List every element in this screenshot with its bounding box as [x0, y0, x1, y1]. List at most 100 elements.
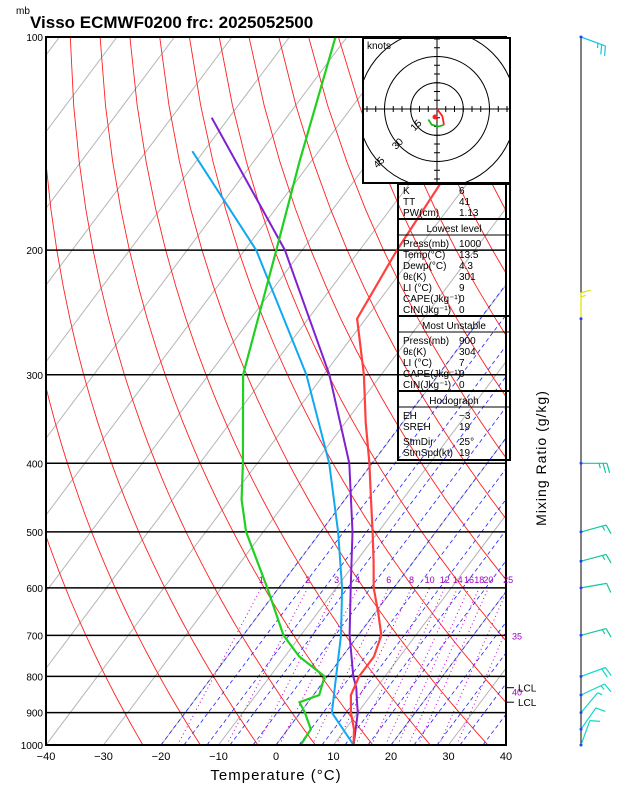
most-unstable-value: 0: [459, 380, 465, 391]
lowest-level-value: 1000: [459, 239, 482, 250]
parcel-purple-line: [210, 117, 359, 745]
most-unstable-value: 7: [459, 358, 465, 369]
wind-barb-flag: [606, 463, 611, 474]
hodograph-unit-label: knots: [367, 41, 391, 52]
wind-barb-base: [579, 711, 583, 715]
mixing-ratio-axis-label: Mixing Ratio (g/kg): [533, 390, 549, 526]
pressure-tick-label: 300: [26, 371, 43, 382]
wind-barb-flag: [601, 668, 608, 678]
lowest-level-value: 4.3: [459, 261, 473, 272]
dry-adiabat-line: [577, 37, 618, 745]
hodograph-trace-red: [436, 108, 445, 125]
wind-barb-flag: [600, 44, 603, 55]
dry-adiabat-line: [69, 37, 316, 745]
wind-barb-base: [579, 35, 583, 39]
hodograph-index-value: 19: [459, 448, 471, 459]
moist-adiabat-line: [183, 314, 506, 745]
wind-barb-flag: [604, 667, 612, 677]
mixing-ratio-value-label: 12: [440, 575, 450, 585]
hodograph-index-value: −3: [459, 411, 471, 422]
isotherm-line: [505, 744, 506, 745]
mixing-ratio-line: [226, 587, 309, 745]
hodograph-index-label: StmDir: [403, 437, 434, 448]
mixing-ratio-line: [256, 587, 338, 745]
pressure-tick-label: 500: [26, 528, 43, 539]
isotherm-line: [46, 37, 290, 363]
mixing-ratio-value-label: 35: [512, 631, 522, 641]
basic-index-label: K: [403, 186, 410, 197]
isotherm-line: [103, 207, 506, 745]
pressure-tick-label: 600: [26, 584, 43, 595]
pressure-tick-label: 100: [26, 33, 43, 44]
temperature-tick-label: −10: [209, 751, 228, 763]
dry-adiabat-line: [46, 385, 201, 745]
dewpoint-line: [240, 37, 337, 745]
lcl-markers: LCL LCL: [506, 684, 537, 709]
isotherm-line: [46, 37, 348, 440]
sounding-profiles: [191, 37, 506, 745]
isotherm-line: [46, 37, 405, 516]
mixing-ratio-line: [407, 587, 480, 745]
hodograph-index-title: Hodograph: [429, 396, 478, 407]
mixing-ratio-line: [385, 587, 459, 745]
dry-adiabat-line: [129, 37, 431, 745]
pressure-tick-label: 200: [26, 246, 43, 257]
wind-barb-flag: [601, 525, 606, 531]
storm-motion-marker: [432, 114, 438, 120]
hodograph-index-label: StmSpd(kt): [403, 448, 453, 459]
temperature-tick-label: 30: [442, 751, 454, 763]
basic-index-label: TT: [403, 197, 415, 208]
mixing-ratio-value-label: 8: [409, 575, 414, 585]
wind-barb-shaft: [580, 582, 607, 589]
hodograph-index-value: 19: [459, 422, 471, 433]
mixing-ratio-value-label: 25: [503, 575, 513, 585]
mixing-ratio-line: [397, 587, 470, 745]
wind-barb-base: [579, 559, 583, 563]
most-unstable-label: CIN(Jkg⁻¹): [403, 380, 451, 391]
temperature-tick-label: −20: [152, 751, 171, 763]
parcel-cyan-line: [191, 150, 355, 745]
isotherm-line: [46, 37, 175, 210]
lowest-level-value: 0: [459, 294, 465, 305]
temperature-tick-label: 40: [500, 751, 512, 763]
mixing-ratio-line: [177, 587, 262, 745]
mixing-ratio-line: [456, 629, 506, 745]
mixing-ratio-value-label: 16: [464, 575, 474, 585]
dry-adiabat-line: [159, 37, 489, 745]
wind-barb-base: [579, 693, 583, 697]
wind-barb-flag: [580, 289, 591, 294]
dry-adiabat-line: [248, 37, 506, 581]
wind-barb-flag: [595, 707, 606, 712]
mixing-ratio-value-label: 2: [305, 575, 310, 585]
wind-barb-flag: [598, 463, 601, 469]
mixing-ratio-value-label: 4: [355, 575, 360, 585]
most-unstable-value: 900: [459, 336, 476, 347]
dry-adiabat-line: [337, 37, 506, 398]
mixing-ratio-value-label: 1: [259, 575, 264, 585]
temperature-tick-labels: −40 −30 −20 −10 0 10 20 30 40: [37, 751, 512, 763]
lowest-level-label: θε(K): [403, 272, 426, 283]
wind-barb-flag: [605, 524, 612, 535]
basic-index-value: 41: [459, 197, 471, 208]
lcl-label: LCL: [518, 684, 537, 695]
lowest-level-value: 13.5: [459, 250, 479, 261]
dry-adiabat-line: [367, 37, 506, 337]
basic-index-value: 1.13: [459, 208, 479, 219]
dry-adiabat-line: [308, 37, 506, 459]
wind-barb-shaft: [580, 628, 607, 636]
wind-barb-base: [579, 727, 583, 731]
basic-index-value: 6: [459, 186, 465, 197]
mixing-ratio-value-label: 14: [453, 575, 463, 585]
mixing-ratio-lines: [177, 587, 506, 745]
wind-barb-base: [579, 674, 583, 678]
mixing-ratio-line: [335, 587, 412, 745]
mixing-ratio-value-label: 18: [474, 575, 484, 585]
isotherm-line: [564, 37, 618, 745]
lowest-level-label: Press(mb): [403, 239, 449, 250]
isotherm-lines: [46, 37, 618, 745]
most-unstable-value: 0: [459, 369, 465, 380]
header-unit: mb: [16, 6, 30, 17]
moist-adiabat-line: [206, 345, 506, 745]
